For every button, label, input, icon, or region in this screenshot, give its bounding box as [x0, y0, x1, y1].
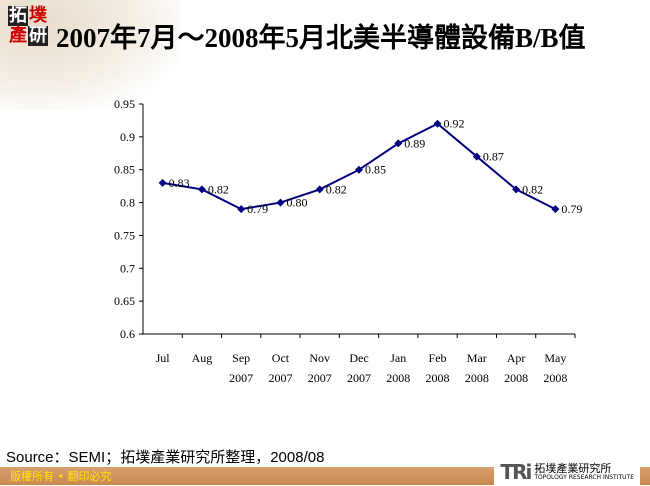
y-tick-label: 0.85 — [114, 163, 135, 177]
data-point — [237, 205, 246, 214]
background-decoration — [0, 0, 180, 110]
brand-en: TOPOLOGY RESEARCH INSTITUTE — [534, 474, 634, 481]
brand-cn: 拓墣產業研究所 — [534, 462, 612, 475]
x-tick-label: 2007 — [229, 371, 253, 385]
data-point — [355, 165, 363, 174]
data-point — [433, 119, 442, 128]
tri-logo: TRi 拓墣產業研究所 TOPOLOGY RESEARCH INSTITUTE — [494, 458, 640, 486]
x-tick-label: Mar — [467, 351, 487, 365]
data-label: 0.79 — [561, 202, 582, 216]
data-point — [551, 205, 560, 214]
data-point — [394, 139, 403, 148]
x-tick-label: Apr — [507, 351, 526, 365]
logo: 拓墣產研 — [8, 5, 48, 46]
data-point — [315, 185, 324, 194]
x-tick-label: 2008 — [504, 371, 528, 385]
data-label: 0.89 — [404, 136, 425, 150]
y-tick-label: 0.65 — [114, 294, 135, 308]
x-tick-label: Aug — [192, 351, 213, 365]
brand: TRi — [500, 460, 532, 484]
x-tick-label: 2007 — [347, 371, 371, 385]
data-point — [472, 152, 481, 161]
x-tick-label: 2008 — [426, 371, 450, 385]
data-label: 0.87 — [483, 150, 504, 164]
data-label: 0.83 — [169, 176, 190, 190]
data-label: 0.80 — [286, 196, 307, 210]
copyright: 版權所有 • 翻印必究 — [10, 470, 112, 483]
x-tick-label: Feb — [429, 351, 447, 365]
y-tick-label: 0.95 — [114, 97, 135, 111]
y-tick-label: 0.9 — [120, 130, 135, 144]
x-tick-label: 2007 — [268, 371, 292, 385]
x-tick-label: 2008 — [543, 371, 567, 385]
x-tick-label: Nov — [309, 351, 330, 365]
x-tick-label: 2007 — [308, 371, 332, 385]
y-tick-label: 0.6 — [120, 327, 135, 341]
data-label: 0.85 — [365, 163, 386, 177]
data-point — [158, 178, 167, 187]
data-point — [512, 185, 521, 194]
data-label: 0.82 — [326, 182, 347, 196]
x-tick-label: Oct — [272, 351, 290, 365]
x-tick-label: 2008 — [386, 371, 410, 385]
x-tick-label: Dec — [349, 351, 368, 365]
footer-bar: 版權所有 • 翻印必究 — [0, 467, 650, 485]
x-tick-label: Jan — [390, 351, 406, 365]
data-point — [197, 185, 206, 194]
x-tick-label: Jul — [156, 351, 171, 365]
page-title: 2007年7月～2008年5月北美半導體設備B/B值 — [56, 23, 586, 53]
source-note: Source：SEMI；拓墣產業研究所整理，2008/08 — [6, 449, 325, 466]
x-tick-label: 2008 — [465, 371, 489, 385]
y-tick-label: 0.8 — [120, 196, 135, 210]
y-tick-label: 0.75 — [114, 228, 135, 242]
data-label: 0.79 — [247, 202, 268, 216]
data-label: 0.82 — [208, 182, 229, 196]
x-tick-label: May — [544, 351, 566, 365]
data-point — [276, 198, 285, 207]
data-label: 0.82 — [522, 182, 543, 196]
data-label: 0.92 — [444, 117, 465, 131]
x-tick-label: Sep — [232, 351, 250, 365]
y-tick-label: 0.7 — [120, 261, 135, 275]
